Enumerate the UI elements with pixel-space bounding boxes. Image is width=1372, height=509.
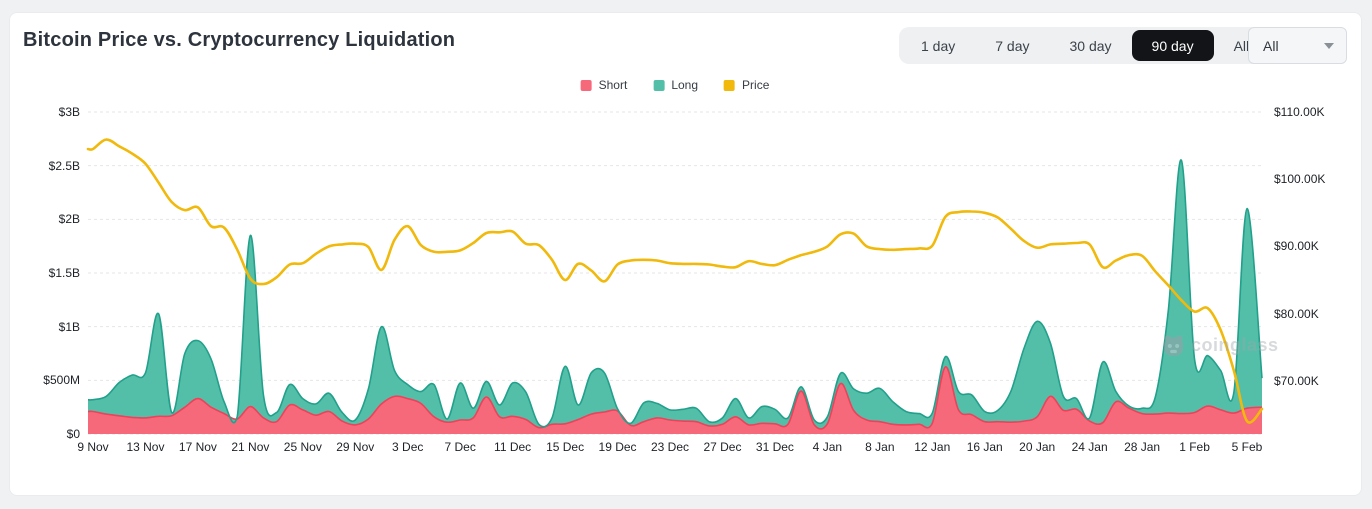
symbol-dropdown[interactable]: All bbox=[1248, 27, 1347, 64]
chevron-down-icon bbox=[1324, 42, 1334, 49]
x-tick: 31 Dec bbox=[755, 440, 794, 454]
y-right-tick: $70.00K bbox=[1274, 373, 1319, 388]
legend-item-short[interactable]: Short bbox=[580, 78, 628, 92]
x-tick: 19 Dec bbox=[598, 440, 637, 454]
x-tick: 1 Feb bbox=[1179, 440, 1210, 454]
x-tick: 23 Dec bbox=[650, 440, 690, 454]
price-swatch-icon bbox=[724, 79, 736, 91]
y-left-tick: $500M bbox=[43, 373, 80, 388]
x-tick: 16 Jan bbox=[966, 440, 1003, 454]
y-left-tick: $2B bbox=[58, 212, 80, 227]
y-left-tick: $1.5B bbox=[48, 266, 80, 280]
y-right-tick: $100.00K bbox=[1274, 172, 1326, 187]
x-tick: 7 Dec bbox=[444, 440, 476, 454]
x-tick: 4 Jan bbox=[812, 440, 843, 454]
y-left-tick: $2.5B bbox=[48, 158, 80, 173]
x-tick: 20 Jan bbox=[1019, 440, 1056, 454]
range-button-7-day[interactable]: 7 day bbox=[975, 30, 1049, 61]
x-tick: 9 Nov bbox=[77, 440, 109, 454]
y-right-tick: $80.00K bbox=[1274, 306, 1319, 321]
x-tick: 3 Dec bbox=[392, 440, 424, 454]
legend-label: Long bbox=[671, 78, 699, 92]
short-swatch-icon bbox=[580, 79, 592, 91]
legend-label: Short bbox=[598, 78, 628, 92]
legend-label: Price bbox=[742, 78, 770, 92]
y-left-tick: $0 bbox=[66, 427, 80, 441]
x-tick: 28 Jan bbox=[1124, 440, 1161, 454]
x-tick: 21 Nov bbox=[231, 440, 270, 454]
x-tick: 13 Nov bbox=[126, 440, 165, 454]
chart-legend: Short Long Price bbox=[580, 78, 769, 92]
x-tick: 17 Nov bbox=[178, 440, 217, 454]
range-button-30-day[interactable]: 30 day bbox=[1050, 30, 1132, 61]
range-button-group: 1 day 7 day 30 day 90 day All bbox=[899, 27, 1272, 64]
x-tick: 11 Dec bbox=[494, 440, 532, 454]
x-tick: 29 Nov bbox=[336, 440, 375, 454]
legend-item-price[interactable]: Price bbox=[724, 78, 769, 92]
x-tick: 27 Dec bbox=[703, 440, 742, 454]
range-button-all[interactable]: All bbox=[1214, 30, 1270, 61]
page-title: Bitcoin Price vs. Cryptocurrency Liquida… bbox=[23, 29, 456, 51]
y-left-tick: $1B bbox=[58, 319, 80, 334]
x-tick: 24 Jan bbox=[1071, 440, 1108, 454]
y-right-tick: $110.00K bbox=[1274, 105, 1325, 119]
legend-item-long[interactable]: Long bbox=[653, 78, 698, 92]
y-left-tick: $3B bbox=[58, 105, 80, 119]
range-button-90-day[interactable]: 90 day bbox=[1131, 30, 1214, 61]
x-tick: 12 Jan bbox=[914, 440, 951, 454]
x-tick: 15 Dec bbox=[546, 440, 585, 454]
symbol-dropdown-value: All bbox=[1263, 37, 1279, 54]
long-swatch-icon bbox=[653, 79, 665, 91]
x-tick: 5 Feb bbox=[1231, 440, 1263, 454]
y-right-tick: $90.00K bbox=[1274, 239, 1319, 254]
x-tick: 8 Jan bbox=[865, 440, 895, 454]
range-button-1-day[interactable]: 1 day bbox=[901, 30, 975, 61]
x-tick: 25 Nov bbox=[283, 440, 322, 454]
